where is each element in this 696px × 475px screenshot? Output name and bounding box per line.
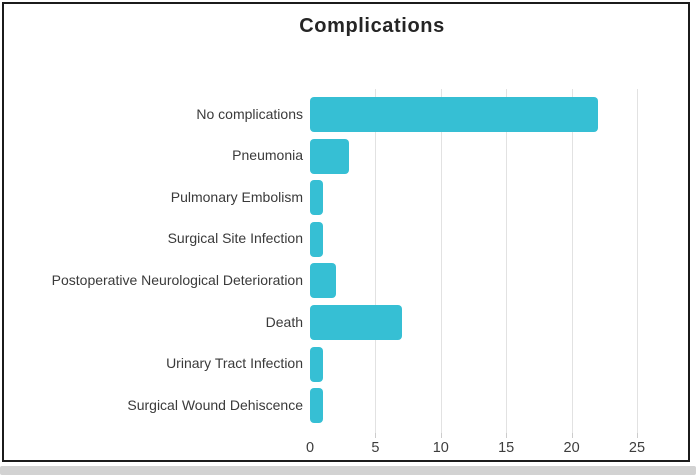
category-label-pneumonia: Pneumonia: [232, 147, 303, 164]
category-label-pulmonary-embolism: Pulmonary Embolism: [170, 188, 303, 205]
x-axis-tick-label: 25: [628, 440, 646, 456]
category-label-surgical-wound-dehiscence: Surgical Wound Dehiscence: [127, 396, 303, 413]
bar-pulmonary-embolism: [310, 180, 324, 216]
category-label-death: Death: [265, 313, 303, 330]
gridline-20: [571, 89, 573, 433]
bar-pneumonia: [310, 138, 350, 174]
bar-postoperative-neurological-deterioration: [310, 263, 337, 299]
gridline-15: [506, 89, 508, 433]
bottom-gray-strip: [0, 466, 696, 475]
chart-frame: [2, 2, 690, 462]
x-axis-tick-label: 0: [305, 440, 315, 456]
category-label-no-complications: No complications: [196, 105, 303, 122]
category-label-surgical-site-infection: Surgical Site Infection: [167, 230, 303, 247]
bar-no-complications: [310, 97, 598, 132]
x-axis-tick-15: [506, 433, 508, 438]
x-axis-tick-label: 10: [432, 440, 449, 456]
category-label-urinary-tract-infection: Urinary Tract Infection: [166, 355, 303, 372]
bar-surgical-site-infection: [310, 221, 324, 257]
bar-urinary-tract-infection: [310, 346, 324, 382]
x-axis-tick-label: 5: [371, 440, 380, 456]
category-label-postoperative-neurological-deterioration: Postoperative Neurological Deterioration: [51, 271, 303, 288]
x-axis-tick-5: [375, 433, 377, 438]
x-axis-tick-10: [440, 433, 442, 438]
x-axis-tick-label: 15: [498, 440, 515, 456]
gridline-5: [375, 89, 377, 433]
x-axis-tick-20: [571, 433, 573, 438]
x-axis-tick-25: [637, 433, 638, 438]
bar-surgical-wound-dehiscence: [310, 388, 324, 424]
x-axis-tick-label: 20: [563, 440, 580, 456]
gridline-25: [637, 89, 638, 433]
chart-title: Complications: [299, 15, 445, 37]
gridline-10: [440, 89, 442, 433]
bar-death: [310, 305, 402, 340]
